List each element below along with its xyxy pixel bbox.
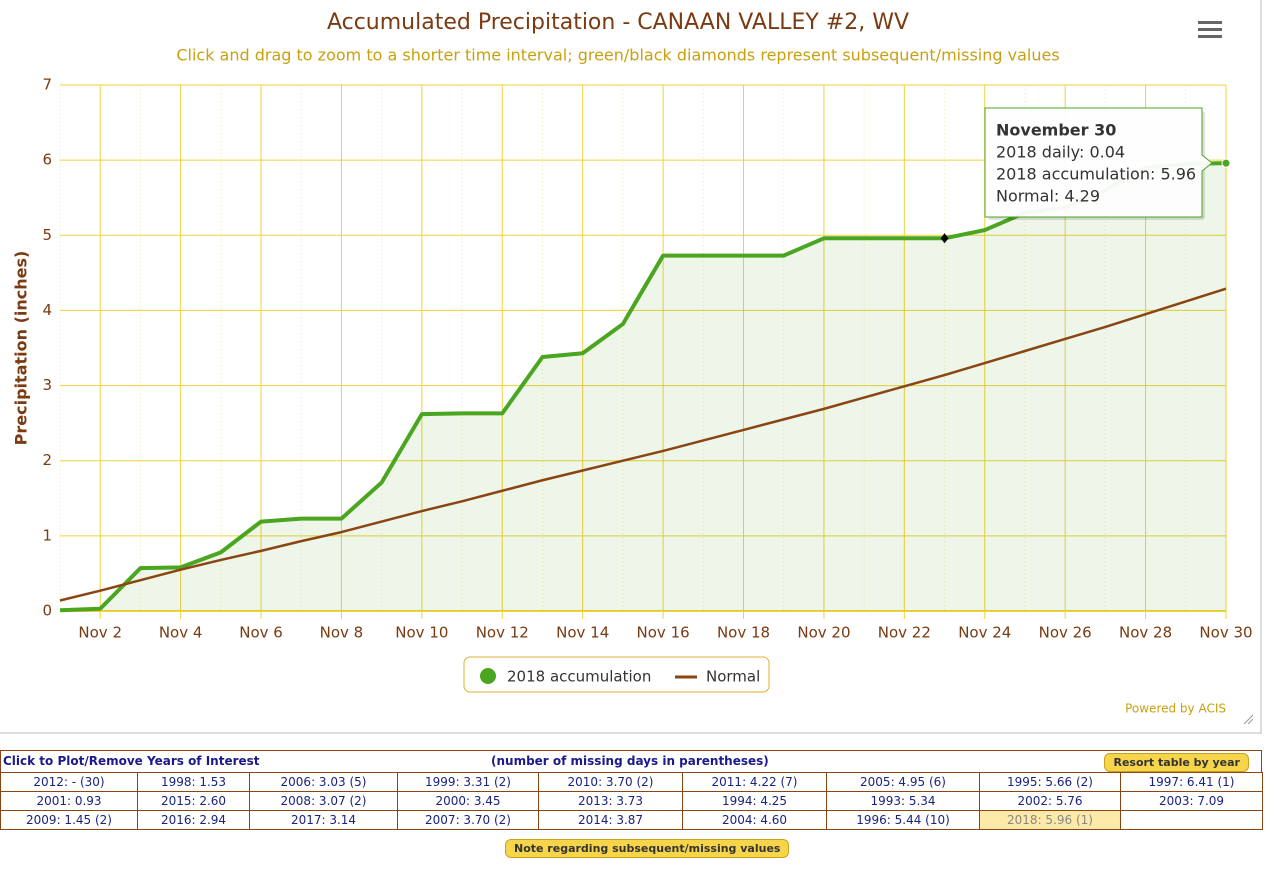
x-tick-label: Nov 22: [878, 624, 931, 642]
year-cell[interactable]: 1998: 1.53: [137, 772, 250, 792]
year-cell[interactable]: 1993: 5.34: [826, 791, 980, 811]
x-tick-label: Nov 30: [1199, 624, 1252, 642]
tooltip-box: [984, 107, 1213, 218]
year-cell[interactable]: 2008: 3.07 (2): [249, 791, 398, 811]
missing-marker: [940, 233, 949, 244]
tooltip-line: Normal: 4.29: [996, 187, 1100, 206]
tooltip-line: 2018 daily: 0.04: [996, 143, 1125, 162]
year-cell[interactable]: 1994: 4.25: [682, 791, 827, 811]
year-cell[interactable]: 2007: 3.70 (2): [397, 810, 539, 830]
legend: 2018 accumulation Normal: [463, 656, 770, 693]
credit: Powered by ACIS: [1125, 702, 1226, 716]
year-cell[interactable]: 2006: 3.03 (5): [249, 772, 398, 792]
year-cell[interactable]: 2015: 2.60: [137, 791, 250, 811]
y-axis-title: Precipitation (inches): [12, 251, 31, 446]
year-cell[interactable]: 1997: 6.41 (1): [1120, 772, 1263, 792]
year-cell[interactable]: 2010: 3.70 (2): [538, 772, 683, 792]
year-cell[interactable]: 2001: 0.93: [0, 791, 138, 811]
chart-subtitle: Click and drag to zoom to a shorter time…: [176, 46, 1059, 65]
chart: Accumulated Precipitation - CANAAN VALLE…: [0, 0, 1262, 734]
year-cell[interactable]: 2016: 2.94: [137, 810, 250, 830]
legend-label: 2018 accumulation: [507, 668, 651, 686]
table-header: Click to Plot/Remove Years of Interest (…: [0, 750, 1262, 772]
y-tick-label: 1: [42, 526, 52, 544]
menu-bar[interactable]: [1198, 21, 1222, 24]
series-area: [60, 163, 1226, 612]
year-cell[interactable]: 2009: 1.45 (2): [0, 810, 138, 830]
empty-cell: [1120, 810, 1263, 830]
table-row: 2012: - (30) 1998: 1.53 2006: 3.03 (5) 1999…: [0, 772, 1263, 792]
resize-handle[interactable]: [1243, 714, 1254, 725]
x-tick-label: Nov 18: [717, 624, 770, 642]
series-line: [59, 287, 1227, 602]
menu-bar[interactable]: [1198, 28, 1222, 31]
x-tick-label: Nov 4: [159, 624, 203, 642]
y-tick-label: 4: [42, 301, 52, 319]
year-cell[interactable]: 1999: 3.31 (2): [397, 772, 539, 792]
year-cell[interactable]: 2018: 5.96 (1): [979, 810, 1121, 830]
legend-marker: [480, 668, 496, 684]
year-cell[interactable]: 2004: 4.60: [682, 810, 827, 830]
x-tick-label: Nov 2: [78, 624, 122, 642]
year-cell[interactable]: 2017: 3.14: [249, 810, 398, 830]
y-tick-label: 5: [42, 226, 52, 244]
hover-point: [1221, 158, 1231, 168]
menu-button[interactable]: [1198, 21, 1222, 38]
tooltip: November 30 2018 daily: 0.04 2018 accumula…: [984, 107, 1213, 220]
chart-title: Accumulated Precipitation - CANAAN VALLE…: [327, 10, 909, 35]
y-tick-label: 7: [42, 76, 52, 94]
table-row: 2001: 0.93 2015: 2.60 2008: 3.07 (2) 2000: …: [0, 791, 1263, 811]
tooltip-line: 2018 accumulation: 5.96: [996, 165, 1196, 184]
x-tick-label: Nov 10: [395, 624, 448, 642]
year-cell[interactable]: 2003: 7.09: [1120, 791, 1263, 811]
legend-box: [463, 656, 770, 693]
year-cell[interactable]: 1996: 5.44 (10): [826, 810, 980, 830]
year-cell[interactable]: 2000: 3.45: [397, 791, 539, 811]
x-tick-label: Nov 28: [1119, 624, 1172, 642]
year-cell[interactable]: 2013: 3.73: [538, 791, 683, 811]
years-table: 2012: - (30) 1998: 1.53 2006: 3.03 (5) 1999…: [0, 772, 1263, 830]
x-tick-label: Nov 6: [239, 624, 283, 642]
year-cell[interactable]: 2002: 5.76: [979, 791, 1121, 811]
x-tick-label: Nov 26: [1039, 624, 1092, 642]
note-button[interactable]: Note regarding subsequent/missing values: [505, 839, 790, 858]
x-tick-label: Nov 20: [797, 624, 850, 642]
table-title: Click to Plot/Remove Years of Interest: [3, 754, 260, 768]
resort-button[interactable]: Resort table by year: [1104, 753, 1249, 772]
year-cell[interactable]: 2011: 4.22 (7): [682, 772, 827, 792]
tooltip-title: November 30: [996, 121, 1116, 140]
x-tick-label: Nov 16: [637, 624, 690, 642]
menu-bar[interactable]: [1198, 35, 1222, 38]
year-cell[interactable]: 2012: - (30): [0, 772, 138, 792]
x-tick-label: Nov 8: [320, 624, 364, 642]
legend-label: Normal: [706, 668, 760, 686]
y-tick-label: 2: [42, 451, 52, 469]
year-cell[interactable]: 2014: 3.87: [538, 810, 683, 830]
year-cell[interactable]: 1995: 5.66 (2): [979, 772, 1121, 792]
x-tick-label: Nov 14: [556, 624, 609, 642]
y-tick-label: 3: [42, 376, 52, 394]
year-cell[interactable]: 2005: 4.95 (6): [826, 772, 980, 792]
x-tick-label: Nov 12: [476, 624, 529, 642]
x-tick-label: Nov 24: [958, 624, 1011, 642]
table-row: 2009: 1.45 (2) 2016: 2.94 2017: 3.14 2007: …: [0, 810, 1263, 830]
y-tick-label: 0: [42, 602, 52, 620]
y-tick-label: 6: [42, 151, 52, 169]
table-note: (number of missing days in parentheses): [491, 754, 769, 768]
